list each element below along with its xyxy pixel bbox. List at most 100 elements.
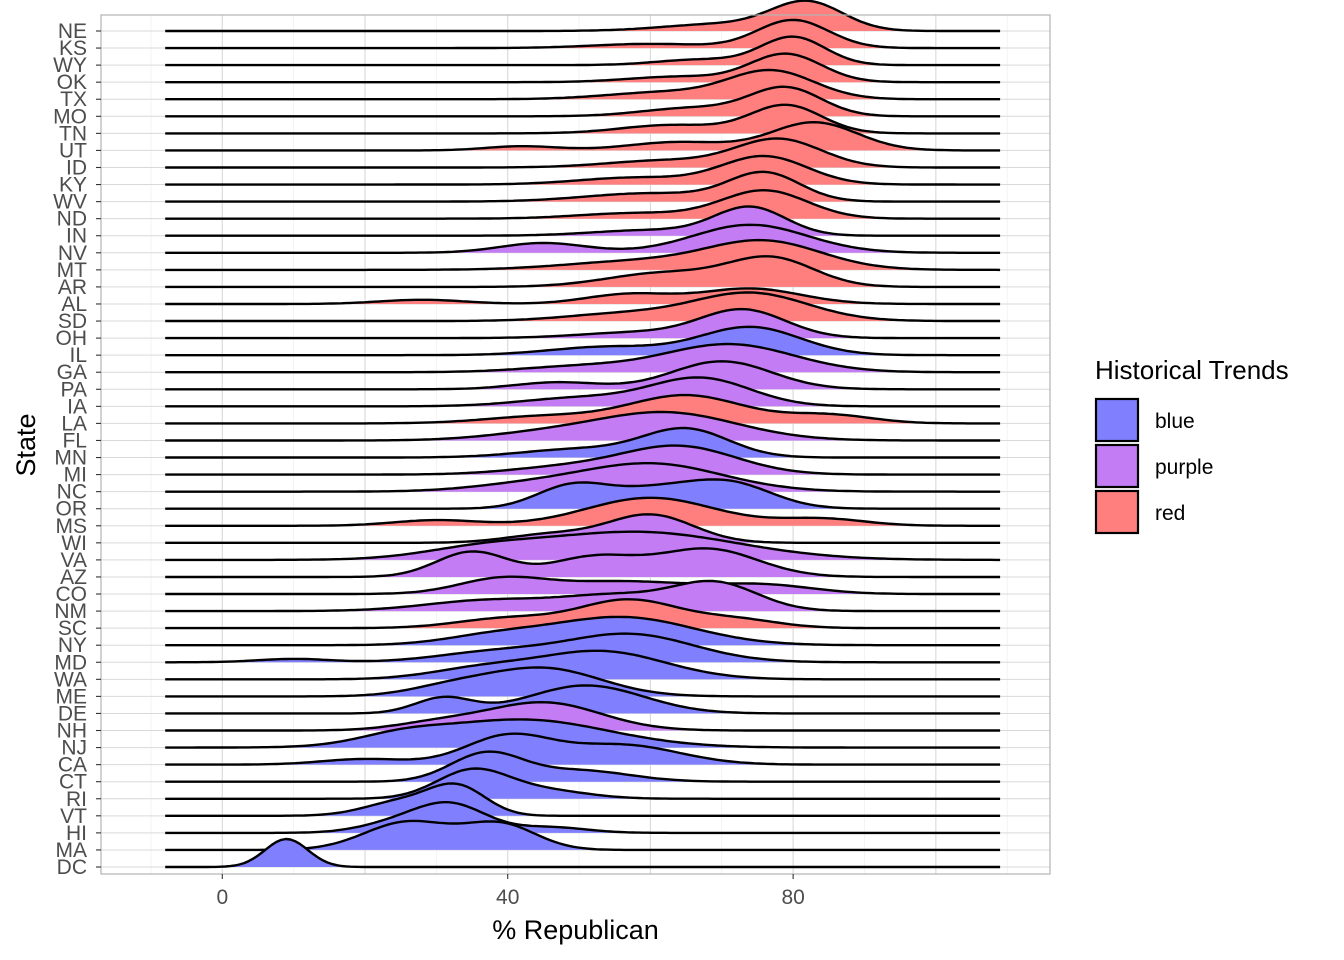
ridge-MD bbox=[165, 632, 1001, 664]
y-tick-label: NC bbox=[57, 481, 87, 504]
y-tick-label: ID bbox=[66, 156, 87, 179]
ridge-line-IN bbox=[165, 205, 1001, 237]
ridge-fill-LA bbox=[165, 395, 1001, 424]
y-tick-label: IN bbox=[66, 225, 87, 248]
ridge-MI bbox=[165, 444, 1001, 476]
ridge-line-WA bbox=[165, 649, 1001, 681]
ridge-fill-WA bbox=[165, 650, 1001, 680]
y-tick-label: NV bbox=[58, 242, 87, 265]
y-tick-label: TN bbox=[59, 122, 87, 145]
ridge-line-VT bbox=[165, 782, 1001, 817]
x-tick-label: 80 bbox=[781, 886, 804, 909]
y-tick-label: PA bbox=[61, 378, 87, 401]
ridge-fill-AR bbox=[165, 256, 1001, 287]
ridge-FL bbox=[165, 410, 1001, 442]
ridge-WV bbox=[165, 170, 1001, 203]
ridge-SD bbox=[165, 291, 1001, 323]
ridge-MS bbox=[165, 496, 1001, 527]
ridge-CA bbox=[165, 732, 1001, 766]
ridge-line-AR bbox=[165, 255, 1001, 289]
ridges bbox=[165, 0, 1001, 869]
ridge-ME bbox=[165, 666, 1001, 698]
ridge-line-OR bbox=[165, 478, 1001, 510]
legend-label-blue: blue bbox=[1155, 410, 1195, 433]
ridge-HI bbox=[165, 801, 1001, 835]
x-tick-label: 0 bbox=[216, 886, 228, 909]
y-tick-label: SD bbox=[58, 310, 87, 333]
y-tick-label: AL bbox=[61, 293, 87, 316]
ridge-IN bbox=[165, 205, 1001, 237]
legend-label-red: red bbox=[1155, 502, 1185, 525]
ridge-NH bbox=[165, 701, 1001, 732]
ridge-fill-ME bbox=[165, 667, 1001, 697]
ridge-line-SC bbox=[165, 598, 1001, 630]
legend-label-purple: purple bbox=[1155, 456, 1213, 479]
y-tick-label: TX bbox=[60, 88, 87, 111]
y-tick-label: NJ bbox=[61, 737, 87, 760]
ridge-CO bbox=[165, 575, 1001, 596]
ridge-line-AL bbox=[165, 287, 1001, 306]
y-tick-label: WI bbox=[61, 532, 87, 555]
y-tick-label: RI bbox=[66, 788, 87, 811]
ridge-line-UT bbox=[165, 121, 1001, 152]
ridge-line-NV bbox=[165, 223, 1001, 254]
y-tick-label: CA bbox=[58, 754, 87, 777]
ridge-line-IA bbox=[165, 376, 1001, 408]
y-tick-label: DC bbox=[57, 856, 87, 879]
ridge-line-TN bbox=[165, 103, 1001, 135]
ridge-line-GA bbox=[165, 342, 1001, 374]
ridge-fill-SC bbox=[165, 599, 1001, 629]
ridge-line-HI bbox=[165, 801, 1001, 835]
y-tick-label: MO bbox=[53, 105, 87, 128]
ridge-GA bbox=[165, 342, 1001, 374]
y-tick-label: CO bbox=[56, 583, 88, 606]
ridge-line-OH bbox=[165, 307, 1001, 340]
ridge-ND bbox=[165, 189, 1001, 220]
ridge-line-KS bbox=[165, 18, 1001, 50]
y-tick-label: KS bbox=[59, 37, 87, 60]
y-tick-label: DE bbox=[58, 702, 87, 725]
y-tick-label: LA bbox=[61, 412, 87, 435]
ridge-line-CO bbox=[165, 575, 1001, 596]
y-tick-label: IA bbox=[67, 395, 87, 418]
ridge-line-ME bbox=[165, 666, 1001, 698]
ridge-fill-GA bbox=[165, 344, 1001, 373]
x-tick-label: 40 bbox=[496, 886, 519, 909]
ridge-fill-CT bbox=[165, 751, 1001, 782]
ridge-fill-MD bbox=[165, 633, 1001, 663]
ridge-VA bbox=[165, 530, 1001, 562]
x-axis-title: % Republican bbox=[492, 915, 659, 945]
y-tick-label: MI bbox=[64, 464, 87, 487]
ridge-line-TX bbox=[165, 68, 1001, 101]
ridge-line-CT bbox=[165, 750, 1001, 783]
ridge-line-DE bbox=[165, 684, 1001, 715]
y-tick-label: ME bbox=[56, 685, 88, 708]
y-tick-label: IL bbox=[69, 344, 87, 367]
ridge-line-AZ bbox=[165, 547, 1001, 579]
ridge-line-CA bbox=[165, 732, 1001, 766]
y-tick-label: AZ bbox=[60, 566, 87, 589]
ridge-fill-AZ bbox=[165, 548, 1001, 577]
y-tick-label: OR bbox=[56, 498, 88, 521]
y-tick-label: NM bbox=[54, 600, 87, 623]
ridge-IA bbox=[165, 376, 1001, 408]
ridge-IL bbox=[165, 325, 1001, 357]
ridge-line-WY bbox=[165, 35, 1001, 67]
ridge-line-DC bbox=[165, 837, 1001, 869]
ridge-fill-WV bbox=[165, 171, 1001, 202]
legend-swatch-red bbox=[1094, 489, 1140, 535]
ridge-line-KY bbox=[165, 154, 1001, 186]
ridge-fill-NY bbox=[165, 616, 1001, 646]
y-tick-label: WV bbox=[53, 191, 87, 214]
y-tick-label: CT bbox=[59, 771, 87, 794]
y-tick-label: MS bbox=[56, 515, 88, 538]
ridge-PA bbox=[165, 360, 1001, 391]
y-tick-label: KY bbox=[59, 174, 87, 197]
y-tick-label: WY bbox=[53, 54, 87, 77]
ridge-fill-MN bbox=[165, 428, 1001, 458]
ridge-NC bbox=[165, 462, 1001, 493]
y-tick-label: VT bbox=[60, 805, 87, 828]
ridge-line-FL bbox=[165, 410, 1001, 442]
ridge-fill-OR bbox=[165, 479, 1001, 509]
ridge-DE bbox=[165, 684, 1001, 715]
